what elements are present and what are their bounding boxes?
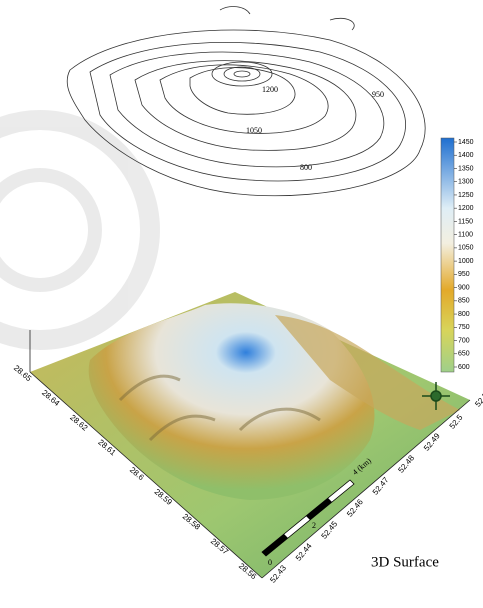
lon-tick-label: 52.51: [473, 387, 483, 409]
colorbar-tick-label: 1150: [458, 218, 473, 225]
colorbar-tick-label: 950: [458, 271, 470, 278]
colorbar-tick-label: 850: [458, 298, 470, 305]
scale-label: 0: [268, 558, 272, 567]
colorbar-tick-label: 1200: [458, 205, 474, 212]
colorbar-tick-label: 1300: [458, 179, 474, 186]
contour-label: 1050: [246, 126, 262, 135]
watermark: [0, 110, 160, 350]
colorbar-tick-label: 1400: [458, 152, 474, 159]
colorbar-tick-label: 800: [458, 311, 470, 318]
contour-label: 800: [300, 163, 312, 172]
colorbar-tick-label: 650: [458, 351, 470, 358]
colorbar: [440, 137, 455, 373]
caption: 3D Surface: [371, 554, 439, 570]
colorbar-tick-label: 1050: [458, 245, 474, 252]
surface-3d: 0 2 4 (km) 3D Surface: [29, 292, 471, 579]
contour-label: 1200: [262, 85, 278, 94]
colorbar-tick-label: 750: [458, 324, 470, 331]
colorbar-tick-label: 1350: [458, 165, 474, 172]
colorbar-tick-label: 1100: [458, 231, 473, 238]
contour-label: 950: [372, 90, 384, 99]
colorbar-tick-label: 1250: [458, 192, 474, 199]
north-arrow: [422, 382, 450, 410]
colorbar-tick-label: 1000: [458, 258, 474, 265]
colorbar-tick-label: 700: [458, 337, 470, 344]
colorbar-tick-label: 1450: [458, 139, 474, 146]
contour-map: 1200 950 1050 800: [66, 6, 426, 197]
scale-label: 2: [312, 521, 316, 530]
colorbar-tick-label: 900: [458, 284, 470, 291]
colorbar-tick-label: 600: [458, 364, 470, 371]
